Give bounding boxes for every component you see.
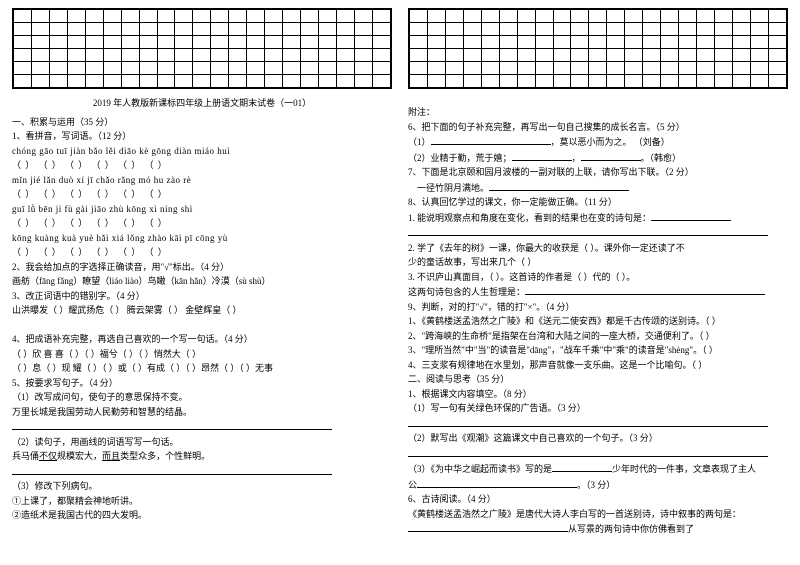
- gushi-header: 6、古诗阅读。（4 分）: [408, 493, 788, 507]
- pinyin-row-4: kōng kuàng kuà yuè hǎi xiá lǒng zhào kāi…: [12, 232, 392, 246]
- paren-row-2: （ ） （ ） （ ） （ ） （ ） （ ）: [12, 188, 392, 202]
- appendix-label: 附注：: [408, 106, 788, 120]
- q7-line: 一径竹阴月满地。: [408, 181, 788, 196]
- q6-1b: ，莫以恶小而为之。 （刘备）: [551, 137, 670, 147]
- q6-2b: ，: [572, 153, 581, 163]
- q5-3-b: ②造纸术是我国古代的四大发明。: [12, 509, 392, 523]
- q5-header: 5、按要求写句子。（4 分）: [12, 377, 392, 391]
- right-column: 附注： 6、把下面的句子补充完整，再写出一句自己搜集的成长名言。（5 分） （1…: [408, 8, 788, 557]
- q5-3-a: ①上课了，都聚精会神地听讲。: [12, 495, 392, 509]
- r1-1-blank: [408, 417, 788, 432]
- q5-1-text: 万里长城是我国劳动人民勤劳和智慧的结晶。: [12, 406, 392, 420]
- pinyin-row-1: chóng gāo tuī jiàn bǎo lěi diāo kè gōng …: [12, 145, 392, 159]
- q5-2-b: 不仅: [39, 451, 57, 461]
- q8-2a: 2. 学了《去年的树》一课，你最大的收获是（ ）。课外你一定还读了不: [408, 242, 788, 256]
- q8-header: 8、认真回忆学过的课文，你一定能做正确。（11 分）: [408, 196, 788, 210]
- q6-2a: （2）业精于勤，荒于嬉；: [408, 153, 512, 163]
- q5-1-blank: [12, 420, 392, 435]
- q5-1: （1）改写成问句，使句子的意思保持不变。: [12, 391, 392, 405]
- r1-3a: （3）《为中华之崛起而读书》写的是: [408, 464, 552, 474]
- q8-1-blank: [408, 226, 788, 241]
- r1-1: （1）写一句有关绿色环保的广告语。（3 分）: [408, 402, 788, 416]
- left-column: 2019 年人教版新课标四年级上册语文期末试卷（一01） 一、积累与运用（35 …: [12, 8, 392, 557]
- pinyin-row-3: guī lǜ bēn jì fù gài jiāo zhù kōng xì ní…: [12, 203, 392, 217]
- q5-3: （3）修改下列病句。: [12, 480, 392, 494]
- q5-2-a: 兵马俑: [12, 451, 39, 461]
- q9-header: 9、判断，对的打"√"，错的打"×"。（4 分）: [408, 301, 788, 315]
- r1-3c: 公: [408, 480, 417, 490]
- q7-header: 7、下面是北京颐和园月波楼的一副对联的上联，请你写出下联。（2 分）: [408, 166, 788, 180]
- q6-2: （2）业精于勤，荒于嬉； ， 。（韩愈）: [408, 151, 788, 166]
- section1-header: 一、积累与运用（35 分）: [12, 116, 392, 130]
- q1-header: 1、看拼音，写词语。（12 分）: [12, 130, 392, 144]
- q6-2c: 。（韩愈）: [641, 153, 682, 163]
- exam-title: 2019 年人教版新课标四年级上册语文期末试卷（一01）: [12, 97, 392, 111]
- q2-line: 画舫（fāng fǎng）瞭望（liáo liào）鸟瞰（kān hǎn）冷漠（…: [12, 275, 392, 289]
- paren-row-3: （ ） （ ） （ ） （ ） （ ） （ ）: [12, 217, 392, 231]
- left-content: 一、积累与运用（35 分） 1、看拼音，写词语。（12 分） chóng gāo…: [12, 115, 392, 524]
- q9-2: 2、"跨海峡的生命桥"是指架在台湾和大陆之间的一座大桥，交通便利了。（ ）: [408, 330, 788, 344]
- paren-row-1: （ ） （ ） （ ） （ ） （ ） （ ）: [12, 159, 392, 173]
- gushi-a: 《黄鹤楼送孟浩然之广陵》是唐代大诗人李白写的一首送别诗，诗中叙事的两句是：: [408, 508, 788, 522]
- q5-2-blank: [12, 465, 392, 480]
- q5-2: （2）读句子，用画线的词语写写一句话。: [12, 436, 392, 450]
- q5-2-text: 兵马俑不仅规模宏大，而且类型众多，个性鲜明。: [12, 450, 392, 464]
- q5-2-e: 类型众多，个性鲜明。: [120, 451, 210, 461]
- q9-1: 1、《黄鹤楼送孟浩然之广陵》和《送元二使安西》都是千古传颂的送别诗。（ ）: [408, 315, 788, 329]
- q8-3b: 这两句诗包含的人生哲理是：: [408, 285, 788, 300]
- pinyin-row-2: mǐn jié lǎn duò xí jī chǎo rǎng mó hu zà…: [12, 174, 392, 188]
- q3-header: 3、改正词语中的错别字。（4 分）: [12, 290, 392, 304]
- q6-header: 6、把下面的句子补充完整，再写出一句自己搜集的成长名言。（5 分）: [408, 121, 788, 135]
- grid-table-left: [13, 9, 391, 88]
- writing-grid-left: [12, 8, 392, 89]
- r1-3b: 少年时代的一件事，文章表现了主人: [612, 464, 756, 474]
- r1-3cd: 公 。（3 分）: [408, 478, 788, 493]
- r1-header: 1、根据课文内容填空。（8 分）: [408, 388, 788, 402]
- q8-1-text: 1. 能说明观察点和角度在变化，看到的结果也在变的诗句是：: [408, 213, 651, 223]
- q9-4: 4、三支浆有规律地在水里划，那声音就像一支乐曲。这是一个比喻句。（ ）: [408, 359, 788, 373]
- q4-line2: （ ）息（ ）现 耀（ ）（ ）或（ ）有成（ ）（ ）昂然（ ）（ ）无事: [12, 362, 392, 376]
- right-content: 附注： 6、把下面的句子补充完整，再写出一句自己搜集的成长名言。（5 分） （1…: [408, 105, 788, 538]
- q6-1a: （1）: [408, 137, 431, 147]
- q6-1: （1） ，莫以恶小而为之。 （刘备）: [408, 135, 788, 150]
- r1-2-blank: [408, 447, 788, 462]
- q8-1: 1. 能说明观察点和角度在变化，看到的结果也在变的诗句是：: [408, 211, 788, 226]
- q5-2-c: 规模宏大，: [57, 451, 102, 461]
- q8-2b: 少的童话故事，写出来几个（ ）: [408, 256, 788, 270]
- r1-2: （2）默写出《观潮》这篇课文中自己喜欢的一个句子。（3 分）: [408, 432, 788, 446]
- q7-line-text: 一径竹阴月满地。: [417, 183, 489, 193]
- writing-grid-right: [408, 8, 788, 89]
- section2-header: 二、阅读与思考（35 分）: [408, 373, 788, 387]
- q9-3: 3、"理所当然"中"当"的读音是"dāng"，"战车千乘"中"乘"的读音是"sh…: [408, 344, 788, 358]
- r1-3: （3）《为中华之崛起而读书》写的是 少年时代的一件事，文章表现了主人: [408, 462, 788, 477]
- q4-header: 4、把成语补充完整，再选自己喜欢的一个写一句话。（4 分）: [12, 333, 392, 347]
- q8-3a: 3. 不识庐山真面目，（ ）。这首诗的作者是（ ）代的（ ）。: [408, 271, 788, 285]
- q8-3b-text: 这两句诗包含的人生哲理是：: [408, 287, 525, 297]
- q5-2-d: 而且: [102, 451, 120, 461]
- gushi-b: 从写景的两句诗中你仿佛看到了: [408, 522, 788, 537]
- gushi-b-text: 从写景的两句诗中你仿佛看到了: [568, 524, 694, 534]
- r1-3d: 。（3 分）: [577, 480, 615, 490]
- paren-row-4: （ ） （ ） （ ） （ ） （ ） （ ）: [12, 246, 392, 260]
- q3-line: 山洪曝发（ ）耀武扬危（ ） 腾云架雾（ ） 金壁辉皇（ ）: [12, 304, 392, 318]
- q2-header: 2、我会给加点的字选择正确读音，用"√"标出。（4 分）: [12, 261, 392, 275]
- q4-line1: （ ）欣 喜 喜（ ）（ ）福兮（ ）（ ）悄然大（ ）: [12, 348, 392, 362]
- grid-table-right: [409, 9, 787, 88]
